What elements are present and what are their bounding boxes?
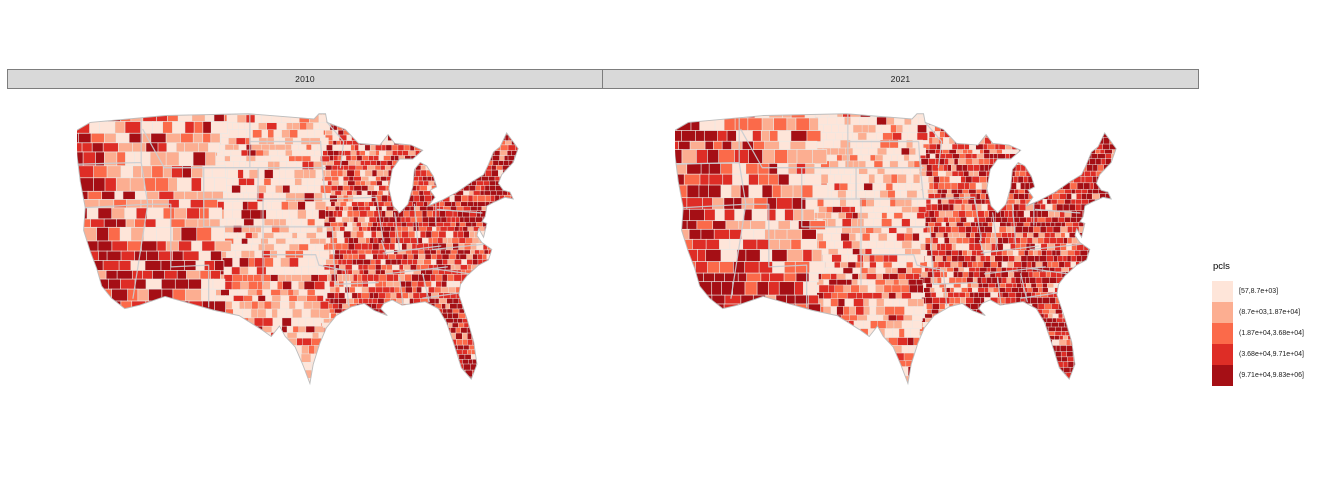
facet-strip-2010: 2010 [7,69,603,89]
choropleth-map-2010 [77,113,519,386]
facet-strip-2021: 2021 [602,69,1199,89]
legend-key-swatch [1212,323,1233,344]
legend-key-label: (9.71e+04,9.83e+06] [1239,372,1305,379]
choropleth-map-2021 [675,113,1117,386]
legend-entry: (3.68e+04,9.71e+04] [1212,344,1304,365]
legend-key-label: (3.68e+04,9.71e+04] [1239,351,1305,358]
map-panel-2021 [675,112,1117,386]
legend-key-swatch [1212,302,1233,323]
legend-key-label: (8.7e+03,1.87e+04] [1239,309,1301,316]
legend-key-label: (1.87e+04,3.68e+04] [1239,330,1305,337]
legend: pcls [57,8.7e+03] (8.7e+03,1.87e+04] (1.87… [1212,261,1304,386]
legend-key-swatch [1212,344,1233,365]
legend-items: [57,8.7e+03] (8.7e+03,1.87e+04] (1.87e+04,… [1212,281,1304,386]
legend-entry: [57,8.7e+03] [1212,281,1304,302]
legend-key-swatch [1212,281,1233,302]
legend-key-swatch [1212,365,1233,386]
map-panel-2010 [77,112,519,386]
legend-entry: (9.71e+04,9.83e+06] [1212,365,1304,386]
legend-title: pcls [1213,261,1230,272]
legend-entry: (1.87e+04,3.68e+04] [1212,323,1304,344]
legend-key-label: [57,8.7e+03] [1239,288,1279,295]
facet-strip-2021-label: 2021 [890,74,911,84]
legend-entry: (8.7e+03,1.87e+04] [1212,302,1304,323]
facet-strip-2010-label: 2010 [295,74,315,84]
